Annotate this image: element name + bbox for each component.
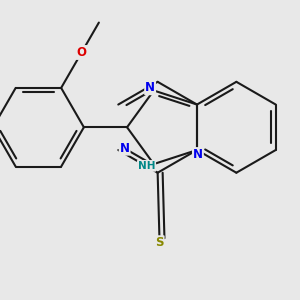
Text: N: N bbox=[145, 81, 155, 94]
Text: NH: NH bbox=[138, 161, 155, 171]
Text: O: O bbox=[76, 46, 87, 59]
Text: N: N bbox=[193, 148, 203, 161]
Text: S: S bbox=[155, 236, 164, 249]
Text: N: N bbox=[120, 142, 130, 155]
